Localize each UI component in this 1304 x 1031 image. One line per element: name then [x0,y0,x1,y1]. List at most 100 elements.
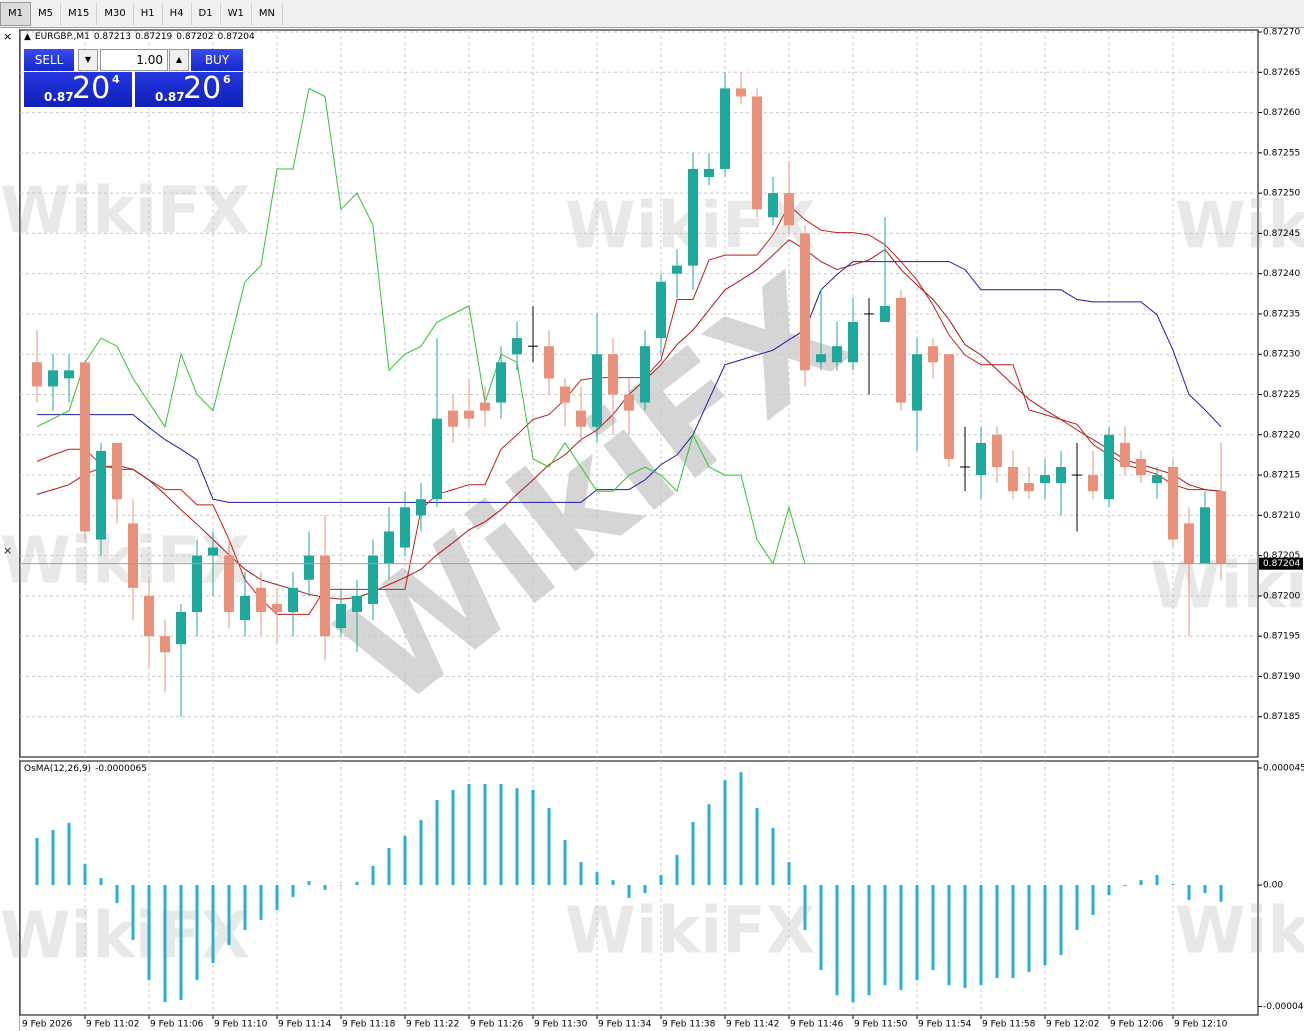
candle-body [48,370,58,387]
histogram-bar [771,827,775,886]
y-tick-label: 0.00 [1263,881,1283,891]
timeframe-button[interactable]: H4 [163,2,192,25]
x-tick-label: 9 Feb 12:06 [1110,1020,1164,1030]
data-marks [20,72,1258,1003]
timeframe-button[interactable]: M5 [31,2,61,25]
candle-body [768,193,778,218]
candle-body [704,168,714,178]
buy-button[interactable]: BUY [191,49,243,71]
price-small: 6 [223,73,231,86]
histogram-bar [1123,885,1127,887]
candle-body [1008,467,1018,492]
histogram-bar [1219,885,1223,902]
histogram-bar [547,808,551,886]
x-tick-label: 9 Feb 11:46 [790,1020,844,1030]
candle-body [1040,475,1050,484]
price-prefix: 0.87 [44,90,74,104]
histogram-bar [1011,885,1015,979]
ohlc-value: 0.87219 [135,32,173,42]
histogram-bar [51,829,55,886]
histogram-bar [755,808,759,886]
histogram-bar [275,885,279,911]
indicator-value: -0.0000065 [95,764,147,774]
candle-body [96,450,106,540]
histogram-bar [963,885,967,989]
timeframe-button[interactable]: M30 [97,2,134,25]
histogram-bar [403,835,407,886]
one-click-trading: SELL ▼ 1.00 ▲ BUY 0.87 20 4 0.87 20 6 [24,49,243,107]
candle-body [416,499,426,516]
histogram-bar [131,885,135,941]
x-tick-label: 9 Feb 11:54 [918,1020,972,1030]
timeframe-button[interactable]: W1 [221,2,252,25]
close-icon[interactable]: × [3,544,13,557]
sell-button[interactable]: SELL [24,49,74,71]
x-tick-label: 9 Feb 11:38 [662,1020,716,1030]
histogram-bar [611,880,615,886]
buy-price[interactable]: 0.87 20 6 [135,72,243,107]
histogram-bar [627,885,631,898]
watermark: WikiFX [1175,895,1304,969]
watermark: WikiFX [565,895,815,969]
candle-body [1120,442,1130,468]
histogram-bar [579,862,583,886]
y-tick-label: 0.87200 [1263,591,1300,601]
chart-header: ▲ EURGBP.,M1 0.87213 0.87219 0.87202 0.87204 [24,32,259,42]
candle-body [224,555,234,613]
histogram-bar [515,788,519,886]
watermark: WikiFX [0,525,250,599]
candle-body [208,547,218,556]
histogram-bar [419,819,423,886]
timeframe-button[interactable]: H1 [134,2,163,25]
candle-body [1104,434,1114,500]
timeframe-button[interactable]: M15 [61,2,98,25]
y-tick-label: 0.87245 [1263,229,1300,239]
timeframe-button[interactable]: M1 [0,1,31,26]
x-tick-label: 9 Feb 11:50 [854,1020,908,1030]
histogram-bar [179,885,183,1001]
candle-body [144,595,154,637]
x-tick-label: 9 Feb 11:18 [342,1020,396,1030]
histogram-bar [387,848,391,886]
candle-body [720,88,730,169]
histogram-bar [323,885,327,890]
candle-body [320,555,330,637]
candle-body [432,418,442,500]
histogram-bar [243,885,247,930]
ohlc-value: 0.87204 [217,32,255,42]
sell-price[interactable]: 0.87 20 4 [24,72,132,107]
y-tick-label: 0.87235 [1263,309,1300,319]
candle-body [272,603,282,613]
candle-body [944,354,954,459]
sub-plot-frame [19,760,1259,1016]
candle-body [832,346,842,363]
candle-body [576,410,586,427]
timeframe-button[interactable]: MN [252,2,283,25]
candle-body [560,386,570,403]
candle-body [160,636,170,653]
histogram-bar [499,783,503,886]
y-tick-label: 0.87250 [1263,189,1300,199]
volume-up[interactable]: ▲ [169,49,189,71]
histogram-bar [1091,885,1095,916]
histogram-bar [1139,880,1143,886]
histogram-bar [1171,883,1175,886]
histogram-bar [1155,874,1159,886]
y-tick-label: 0.0000453 [1263,763,1304,773]
volume-down[interactable]: ▼ [78,49,98,71]
histogram-bar [643,885,647,894]
y-tick-label: 0.87185 [1263,712,1300,722]
current-price-label: 0.87204 [1263,559,1300,569]
symbol-icon: ▲ [24,32,31,42]
histogram-bar [99,878,103,886]
timeframe-button[interactable]: D1 [192,2,221,25]
histogram-bar [355,881,359,886]
close-icon[interactable]: × [3,30,13,43]
histogram-bar [995,885,999,979]
candle-body [896,297,906,403]
candle-body [368,555,378,604]
volume-input[interactable]: 1.00 [100,49,168,71]
histogram-bar [1043,885,1047,966]
